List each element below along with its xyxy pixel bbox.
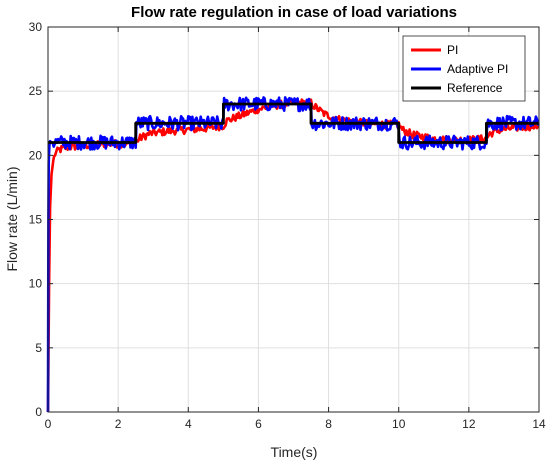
legend: PI Adaptive PI Reference (402, 35, 526, 102)
x-tick-label: 0 (45, 417, 52, 431)
x-tick-label: 12 (462, 417, 476, 431)
series-adaptive-pi-line (46, 96, 540, 413)
legend-label-reference: Reference (447, 81, 503, 95)
chart-title: Flow rate regulation in case of load var… (131, 4, 457, 21)
y-tick-label: 10 (29, 277, 43, 291)
y-tick-labels: 0 5 10 15 20 25 30 (29, 20, 539, 419)
x-tick-label: 4 (185, 417, 192, 431)
x-axis-label: Time(s) (271, 444, 318, 460)
series-reference-line (48, 102, 539, 144)
legend-label-adaptive-pi: Adaptive PI (447, 62, 508, 76)
y-axis-label: Flow rate (L/min) (4, 166, 20, 271)
y-tick-label: 15 (29, 213, 43, 227)
legend-label-pi: PI (447, 43, 458, 57)
y-tick-label: 0 (35, 405, 42, 419)
x-tick-label: 2 (115, 417, 122, 431)
x-tick-label: 14 (532, 417, 546, 431)
y-grid (48, 90, 539, 349)
y-tick-label: 25 (29, 84, 43, 98)
series-area (46, 96, 540, 413)
y-tick-label: 30 (29, 20, 43, 34)
y-tick-label: 5 (35, 341, 42, 355)
x-tick-label: 8 (325, 417, 332, 431)
y-tick-label: 20 (29, 148, 43, 162)
x-tick-label: 10 (392, 417, 406, 431)
x-tick-label: 6 (255, 417, 262, 431)
x-tick-labels: 0 2 4 6 8 10 12 14 (45, 27, 546, 431)
